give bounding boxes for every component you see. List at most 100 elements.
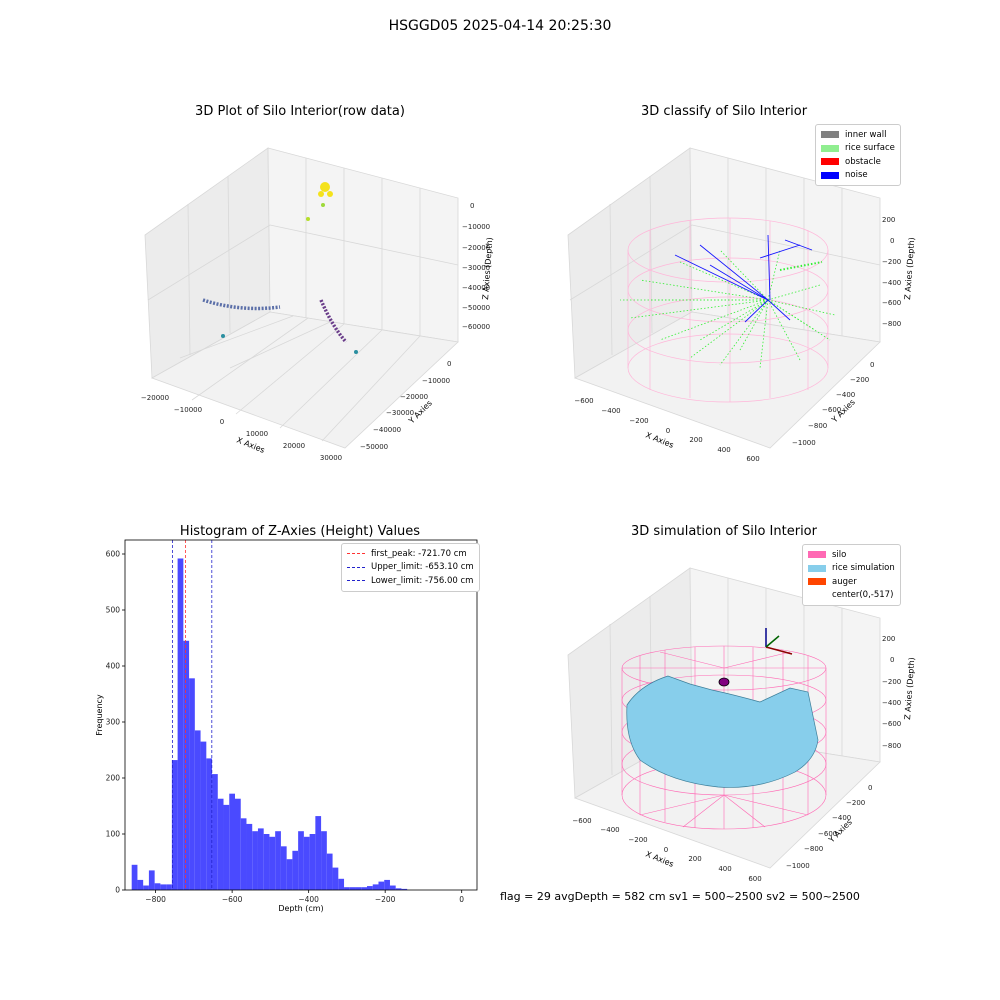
plot1-point — [306, 217, 310, 221]
plot1-ylabel: Y Axies — [406, 399, 434, 427]
plot1-ztick: −50000 — [462, 304, 490, 312]
histogram-bar — [344, 887, 350, 890]
histogram-bar — [286, 859, 293, 890]
plot4-silo-mesh — [621, 645, 827, 830]
plot4-ytick: −600 — [818, 830, 837, 838]
plot1-ytick: −20000 — [400, 393, 428, 401]
plot1-arc-2 — [319, 299, 348, 344]
plot4-ztick: −600 — [882, 720, 901, 728]
legend-item: inner wall — [821, 128, 895, 142]
histogram-ytick-label: 400 — [106, 662, 121, 671]
rice-surface-swatch — [821, 144, 839, 152]
plot2-xtick: 0 — [666, 427, 670, 435]
inner-wall-swatch — [821, 131, 839, 139]
histogram-bar — [200, 741, 207, 890]
plot2-title: 3D classify of Silo Interior — [640, 104, 808, 119]
legend-item: obstacle — [821, 155, 895, 169]
histogram-xtick-label: −600 — [222, 895, 243, 904]
plot1-ztick: −10000 — [462, 223, 490, 231]
plot2-ytick: −200 — [850, 376, 869, 384]
histogram-bar — [154, 883, 161, 890]
plot4-ylabel: Y Axies — [826, 818, 854, 846]
histogram-bar — [131, 864, 138, 890]
plot2-xlabel: X Axies — [644, 431, 675, 450]
histogram-bar — [166, 884, 172, 890]
histogram-xtick-label: 0 — [459, 895, 464, 904]
plot4-legend: silo rice simulation auger center(0,-517… — [802, 544, 901, 606]
silo-swatch — [808, 551, 826, 559]
plot1-xtick: −20000 — [141, 394, 169, 402]
plot2-ztick: −600 — [882, 299, 901, 307]
histogram-bar — [309, 834, 316, 890]
plot1-ztick: −40000 — [462, 284, 490, 292]
plot1-point — [354, 350, 358, 354]
plot3-frame — [124, 539, 478, 891]
plot4-ztick: 200 — [882, 635, 895, 643]
plot2-ztick: −400 — [882, 279, 901, 287]
plot2-ylabel: Y Axies — [829, 398, 857, 426]
histogram-xtick-label: −200 — [375, 895, 396, 904]
plot4-zlabel: Z Axies (Depth) — [903, 657, 916, 720]
histogram-bar — [389, 885, 396, 890]
plot2-ytick: −600 — [822, 406, 841, 414]
obstacle-swatch — [821, 158, 839, 166]
plot3-legend: first_peak: -721.70 cm Upper_limit: -653… — [341, 543, 480, 592]
plot2-xtick: 400 — [717, 446, 730, 454]
histogram-bar — [372, 884, 379, 890]
histogram-bar — [171, 760, 178, 890]
histogram-ytick-label: 300 — [106, 718, 121, 727]
plot4-ztick: 0 — [890, 656, 894, 664]
plot1-points — [221, 182, 358, 354]
legend-item: Lower_limit: -756.00 cm — [347, 574, 474, 588]
plot2-noise — [674, 234, 813, 323]
plot1-point — [318, 191, 324, 197]
histogram-bar — [367, 886, 373, 890]
plot3-ylabel: Frequency — [95, 694, 104, 736]
plot2-xtick: 200 — [689, 436, 702, 444]
histogram-bar — [252, 831, 258, 890]
plot4-xtick: 0 — [664, 846, 668, 854]
plot1-xtick: 30000 — [320, 454, 342, 462]
histogram-bar — [384, 879, 390, 890]
plot4-ztick: −200 — [882, 678, 901, 686]
plot2-zlabel: Z Axies (Depth) — [903, 237, 916, 300]
histogram-bar — [189, 678, 195, 890]
plot4-xtick: 200 — [688, 855, 701, 863]
histogram-ytick-label: 600 — [106, 550, 121, 559]
plot1-title: 3D Plot of Silo Interior(row data) — [195, 104, 405, 119]
plot1-xtick: 20000 — [283, 442, 305, 450]
histogram-bar — [315, 816, 322, 890]
plot1-ytick: −10000 — [422, 377, 450, 385]
plot4-xtick: 400 — [718, 865, 731, 873]
plot2-ytick: −400 — [836, 391, 855, 399]
histogram-bar — [395, 888, 402, 890]
plot1-point — [327, 191, 333, 197]
plot4-ytick: 0 — [868, 784, 872, 792]
histogram-bar — [235, 798, 241, 890]
plot1-ztick: −20000 — [462, 244, 490, 252]
histogram-bar — [275, 831, 281, 890]
plot1-ztick: −30000 — [462, 264, 490, 272]
plot4-ytick: −800 — [804, 845, 823, 853]
histogram-bar — [223, 804, 230, 890]
plot2-legend: inner wall rice surface obstacle noise — [815, 124, 901, 186]
legend-item: noise — [821, 169, 895, 183]
plot4-xlabel: X Axies — [644, 850, 675, 869]
center-swatch — [808, 592, 826, 599]
plot4-rice-simulation-surface — [626, 675, 819, 788]
histogram-bar — [326, 853, 333, 890]
histogram-bar — [303, 836, 310, 890]
plot4-auger-axis-x — [765, 646, 793, 655]
legend-item: Upper_limit: -653.10 cm — [347, 561, 474, 575]
histogram-bar — [321, 831, 327, 890]
plot4-xtick: −200 — [628, 836, 647, 844]
histogram-bar — [229, 793, 235, 890]
legend-item: rice surface — [821, 142, 895, 156]
histogram-bar — [292, 850, 299, 890]
histogram-bar — [298, 831, 304, 890]
histogram-bar — [217, 798, 224, 890]
plot2-ztick: −200 — [882, 258, 901, 266]
plot2-xtick: −400 — [601, 407, 620, 415]
histogram-xtick-label: −800 — [145, 895, 166, 904]
plot2-xtick: −200 — [629, 417, 648, 425]
